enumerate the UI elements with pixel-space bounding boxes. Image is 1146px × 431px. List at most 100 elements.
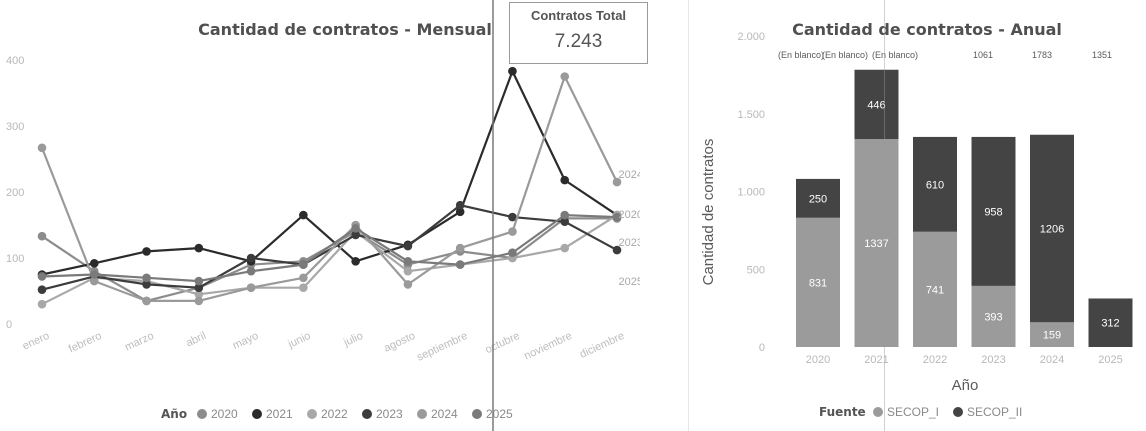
bar-value-label: 1206 — [1040, 224, 1064, 236]
x-tick-label: septiembre — [415, 330, 469, 364]
bar-value-label: 741 — [926, 284, 944, 296]
y-tick-label: 100 — [6, 253, 24, 265]
data-point — [299, 260, 308, 269]
data-point — [142, 296, 151, 306]
legend-title: Fuente — [819, 405, 866, 419]
bar-segment-SECOP_I — [796, 217, 840, 347]
bar-segment-SECOP_II — [1030, 134, 1074, 323]
annual-x-axis-title: Año — [952, 377, 979, 394]
data-point — [194, 296, 204, 306]
data-point — [89, 270, 99, 279]
series-end-label: 2024 — [619, 169, 640, 181]
bar-value-label: 393 — [984, 311, 1002, 323]
x-tick-label: 2022 — [923, 354, 947, 366]
annual-chart-title: Cantidad de contratos - Anual — [792, 20, 1062, 39]
monthly-line-chart: Cantidad de contratos - Mensual 0 100 200 3… — [6, 20, 640, 421]
series-line-2025 — [41, 214, 618, 283]
bar-total-label: (En blanco) — [822, 50, 868, 60]
data-point — [194, 283, 204, 293]
data-point — [246, 266, 256, 276]
data-point — [246, 253, 256, 263]
bar-segment-SECOP_I — [913, 231, 957, 347]
series-line-2021 — [41, 70, 618, 276]
legend-label: 2024 — [431, 407, 458, 421]
total-contracts-value: 7.243 — [554, 31, 603, 52]
annual-bar-chart: Cantidad de contratos - Anual Cantidad d… — [700, 20, 1133, 419]
data-point — [194, 290, 204, 299]
data-point — [560, 72, 570, 81]
bar-total-label: 1351 — [1092, 50, 1112, 60]
data-point — [142, 280, 151, 289]
data-point — [37, 299, 47, 309]
y-tick-label: 400 — [6, 55, 24, 67]
data-point — [508, 212, 517, 222]
x-tick-label: diciembre — [578, 330, 626, 361]
series-line-2022 — [41, 214, 618, 306]
bar-segment-SECOP_II — [1088, 298, 1133, 347]
data-point — [612, 245, 622, 255]
data-point — [508, 248, 517, 258]
bar-segment-SECOP_I — [854, 139, 899, 347]
legend-label: 2021 — [266, 407, 293, 421]
annual-chart-panel: Cantidad de contratos - Anual Cantidad d… — [688, 0, 1146, 431]
legend-label: 2022 — [321, 407, 348, 421]
bar-segment-SECOP_II — [796, 178, 840, 218]
bar-total-label: (En blanco) — [778, 50, 824, 60]
monthly-chart-title: Cantidad de contratos - Mensual — [198, 20, 492, 39]
data-point — [403, 266, 413, 276]
data-point — [403, 257, 413, 266]
total-contracts-label: Contratos Total — [530, 8, 627, 23]
legend-marker-2023 — [362, 409, 372, 419]
x-tick-label: 2021 — [864, 354, 888, 366]
series-end-label: 2020 — [619, 209, 640, 221]
data-point — [299, 210, 308, 220]
legend-label: 2020 — [211, 407, 238, 421]
monthly-chart-panel: Cantidad de contratos - Mensual 0 100 200 3… — [6, 20, 640, 421]
legend-label: SECOP_II — [967, 405, 1022, 419]
data-point — [37, 285, 47, 294]
data-point — [508, 66, 517, 76]
series-line-2023 — [41, 204, 618, 291]
legend-marker-SECOP_II — [953, 407, 963, 417]
legend-marker-2020 — [197, 409, 207, 419]
data-point — [403, 241, 413, 251]
x-tick-label: 2020 — [806, 354, 830, 366]
legend-marker-2021 — [252, 409, 262, 419]
x-tick-label: febrero — [67, 330, 104, 356]
data-point — [194, 276, 204, 286]
data-point — [37, 143, 47, 153]
y-tick-label: 200 — [6, 187, 24, 199]
bar-value-label: 958 — [984, 206, 1002, 218]
data-point — [455, 243, 465, 253]
data-point — [299, 283, 308, 293]
bar-total-label: 1783 — [1032, 50, 1052, 60]
x-tick-label: junio — [286, 330, 313, 351]
bar-segment-SECOP_II — [854, 69, 899, 140]
annual-y-axis-title: Cantidad de contratos — [700, 139, 717, 286]
bar-value-label: 159 — [1043, 330, 1061, 342]
bar-value-label: 446 — [867, 99, 885, 111]
series-end-label: 2025 — [619, 276, 640, 288]
x-tick-label: marzo — [123, 330, 156, 354]
legend-title: Año — [161, 407, 187, 421]
legend-marker-2022 — [307, 409, 317, 419]
data-point — [508, 227, 517, 236]
x-tick-label: abril — [184, 330, 208, 350]
data-point — [612, 177, 622, 187]
bar-segment-SECOP_II — [913, 136, 957, 232]
data-point — [560, 243, 570, 253]
x-tick-label: julio — [341, 330, 365, 350]
x-tick-label: mayo — [231, 330, 260, 352]
bar-value-label: 610 — [926, 179, 944, 191]
y-tick-label: 0 — [6, 319, 12, 331]
legend-label: SECOP_I — [887, 405, 939, 419]
legend-label: 2025 — [486, 407, 513, 421]
bar-total-label: 1061 — [973, 50, 993, 60]
data-point — [560, 210, 570, 220]
data-point — [351, 257, 360, 266]
x-tick-label: noviembre — [522, 330, 574, 363]
data-point — [37, 231, 47, 241]
data-point — [89, 276, 99, 286]
data-point — [455, 207, 465, 217]
y-tick-label: 2.000 — [737, 31, 765, 43]
